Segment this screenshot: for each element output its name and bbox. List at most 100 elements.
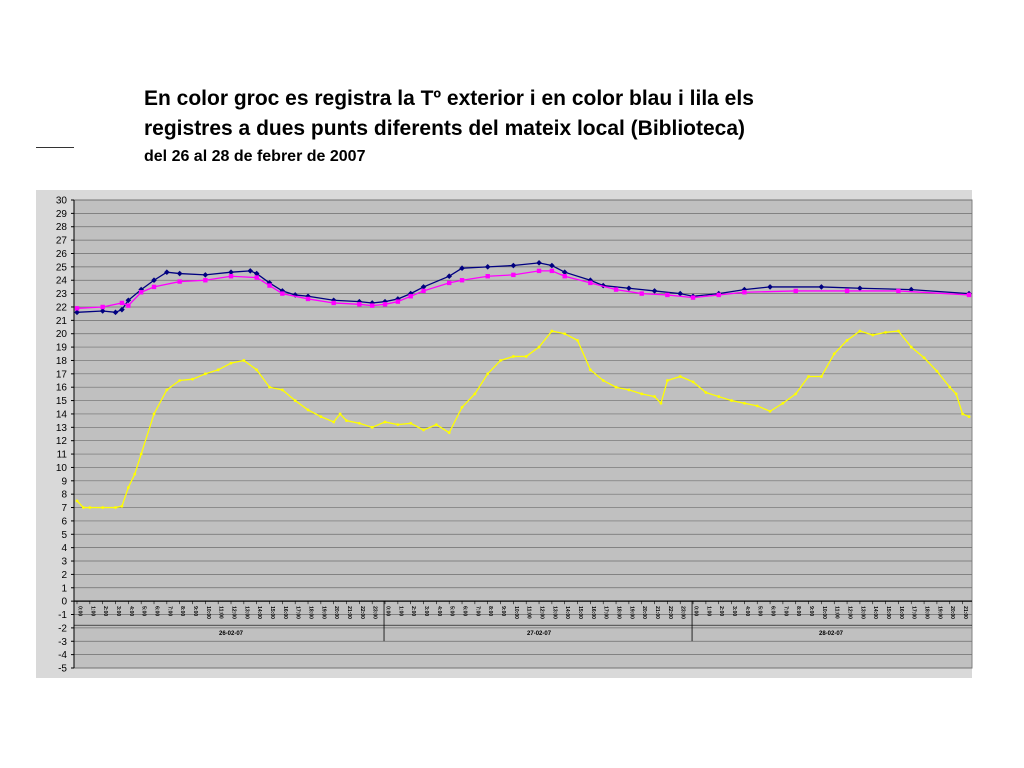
data-point bbox=[510, 262, 517, 269]
data-point bbox=[832, 352, 836, 356]
data-point bbox=[857, 285, 863, 292]
data-point bbox=[409, 421, 413, 425]
data-point bbox=[742, 401, 746, 405]
data-point bbox=[897, 329, 900, 333]
x-tick-label: 7:00 bbox=[474, 606, 480, 616]
data-point bbox=[434, 423, 438, 427]
data-point bbox=[422, 428, 425, 432]
data-point bbox=[331, 300, 336, 306]
x-tick-label: 8:00 bbox=[487, 606, 493, 616]
data-point bbox=[369, 300, 375, 306]
x-tick-label: 5:00 bbox=[757, 606, 763, 616]
data-point bbox=[640, 392, 644, 396]
y-tick-label: -2 bbox=[58, 623, 67, 634]
data-point bbox=[820, 375, 823, 378]
x-tick-label: 0:00 bbox=[693, 606, 699, 616]
series-2 bbox=[74, 268, 972, 311]
x-tick-label: 4:00 bbox=[128, 606, 134, 616]
x-tick-label: 8:00 bbox=[179, 606, 185, 616]
data-point bbox=[369, 303, 375, 308]
x-tick-label: 0:00 bbox=[77, 606, 83, 616]
x-tick-label: 5:00 bbox=[449, 606, 455, 616]
data-point bbox=[536, 260, 542, 266]
x-tick-label: 17:00 bbox=[295, 606, 301, 619]
data-point bbox=[357, 421, 361, 425]
data-point bbox=[485, 274, 490, 279]
x-tick-label: 0:00 bbox=[385, 606, 391, 616]
x-tick-label: 19:00 bbox=[628, 606, 634, 619]
data-point bbox=[151, 284, 157, 290]
data-point bbox=[871, 333, 875, 337]
data-point bbox=[665, 379, 669, 382]
data-point bbox=[755, 404, 759, 408]
data-point bbox=[717, 395, 721, 398]
data-point bbox=[954, 392, 958, 396]
x-tick-label: 1:00 bbox=[89, 606, 95, 616]
data-point bbox=[447, 431, 451, 435]
y-tick-label: 18 bbox=[56, 356, 68, 367]
data-point bbox=[536, 268, 542, 274]
data-point bbox=[177, 279, 182, 284]
data-point bbox=[961, 412, 964, 416]
data-point bbox=[794, 392, 798, 396]
plot-area bbox=[73, 199, 973, 669]
data-point bbox=[165, 388, 169, 392]
data-point bbox=[716, 292, 721, 298]
data-point bbox=[99, 308, 106, 314]
data-point bbox=[138, 290, 144, 295]
y-tick-label: 5 bbox=[61, 530, 67, 541]
series-3 bbox=[75, 329, 971, 509]
data-point bbox=[255, 368, 259, 372]
x-tick-label: 8:00 bbox=[795, 606, 801, 616]
data-point bbox=[267, 283, 272, 288]
x-tick-label: 16:00 bbox=[282, 606, 288, 619]
data-point bbox=[228, 274, 234, 279]
day-label: 28-02-07 bbox=[819, 631, 844, 637]
x-tick-label: 7:00 bbox=[166, 606, 172, 616]
data-point bbox=[549, 268, 555, 274]
data-point bbox=[576, 339, 579, 342]
chart-title-line-1: En color groc es registra la Tº exterior… bbox=[144, 87, 754, 110]
x-tick-label: 16:00 bbox=[590, 606, 596, 619]
data-point bbox=[613, 287, 619, 292]
x-tick-label: 21:00 bbox=[346, 606, 352, 619]
data-point bbox=[781, 401, 785, 405]
data-point bbox=[639, 291, 644, 296]
data-point bbox=[844, 288, 850, 294]
x-tick-label: 9:00 bbox=[808, 606, 814, 616]
data-point bbox=[601, 379, 605, 382]
data-point bbox=[126, 486, 130, 489]
data-point bbox=[659, 401, 663, 405]
x-tick-label: 1:00 bbox=[705, 606, 711, 616]
y-tick-label: 22 bbox=[56, 302, 68, 313]
data-point bbox=[292, 292, 298, 298]
data-point bbox=[125, 297, 132, 304]
data-point bbox=[254, 275, 259, 280]
x-tick-label: 12:00 bbox=[539, 606, 545, 619]
data-point bbox=[191, 377, 194, 381]
data-point bbox=[357, 302, 362, 307]
data-point bbox=[486, 372, 490, 376]
data-point bbox=[306, 408, 310, 412]
y-tick-label: 16 bbox=[56, 383, 68, 394]
data-point bbox=[922, 356, 926, 360]
data-point bbox=[511, 272, 516, 278]
x-tick-label: 5:00 bbox=[141, 606, 147, 616]
day-label: 26-02-07 bbox=[219, 631, 244, 637]
y-tick-label: 13 bbox=[56, 423, 68, 434]
data-point bbox=[151, 277, 157, 284]
y-tick-label: 27 bbox=[56, 236, 68, 247]
data-point bbox=[562, 274, 567, 279]
data-point bbox=[112, 309, 119, 316]
data-point bbox=[119, 306, 125, 313]
data-point bbox=[665, 292, 670, 298]
data-point bbox=[421, 288, 426, 294]
x-tick-label: 11:00 bbox=[526, 606, 532, 619]
x-tick-label: 2:00 bbox=[410, 606, 416, 616]
data-point bbox=[588, 368, 592, 372]
data-point bbox=[730, 399, 733, 402]
data-point bbox=[460, 405, 464, 409]
data-point bbox=[247, 268, 254, 274]
y-tick-label: 21 bbox=[56, 316, 68, 327]
x-tick-label: 16:00 bbox=[898, 606, 904, 619]
